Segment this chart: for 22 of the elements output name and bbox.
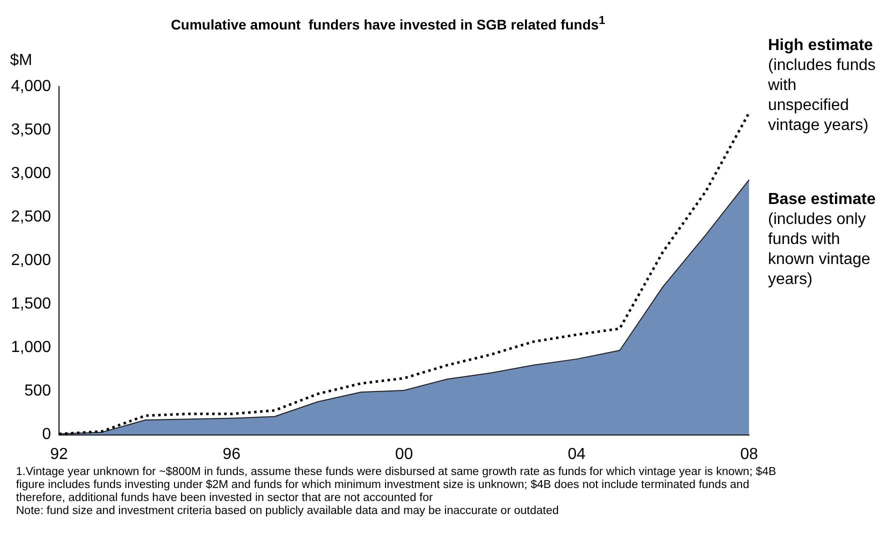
text: (includes funds with unspecified vintage years) [768, 56, 877, 136]
x-tick-label: 96 [222, 446, 241, 463]
y-axis-title: $M [10, 52, 32, 70]
y-tick-label: 0 [42, 426, 52, 444]
y-tick-label: 3,500 [10, 122, 52, 139]
y-tick-label: 1,000 [10, 339, 52, 356]
text: 1.Vintage year unknown for ~$800M in funds, assume these funds were disbursed at same growth rate as funds for which vintage year is known; $4B figure includes funds investing under $2M and funds for which minimum investment size is unknown; $4B does not include terminated funds and therefore, additional funds have been invested in sector that are not accounted for [16, 466, 778, 505]
x-tick-label: 00 [395, 446, 414, 463]
chart-title: Cumulative amount funders have invested in SGB related funds$^{1}$ [170, 14, 606, 33]
y-tick-label: 1,500 [10, 296, 52, 313]
text: (includes only funds with known vintage years) [768, 210, 872, 290]
x-tick-label: 92 [50, 446, 68, 463]
y-tick-label: 2,000 [10, 252, 52, 270]
text: Note: fund size and investment criteria based on publicly available data and may be inaccurate or outdated [16, 505, 560, 518]
text: High estimate [768, 36, 874, 56]
x-tick-label: 04 [568, 446, 586, 463]
y-tick-label: 500 [24, 382, 52, 400]
y-tick-label: 4,000 [10, 78, 52, 96]
series-label: Base estimate [768, 190, 877, 210]
y-tick-label: 2,500 [10, 208, 52, 226]
x-tick-label: 08 [740, 446, 758, 463]
y-tick-label: 3,000 [10, 165, 52, 182]
